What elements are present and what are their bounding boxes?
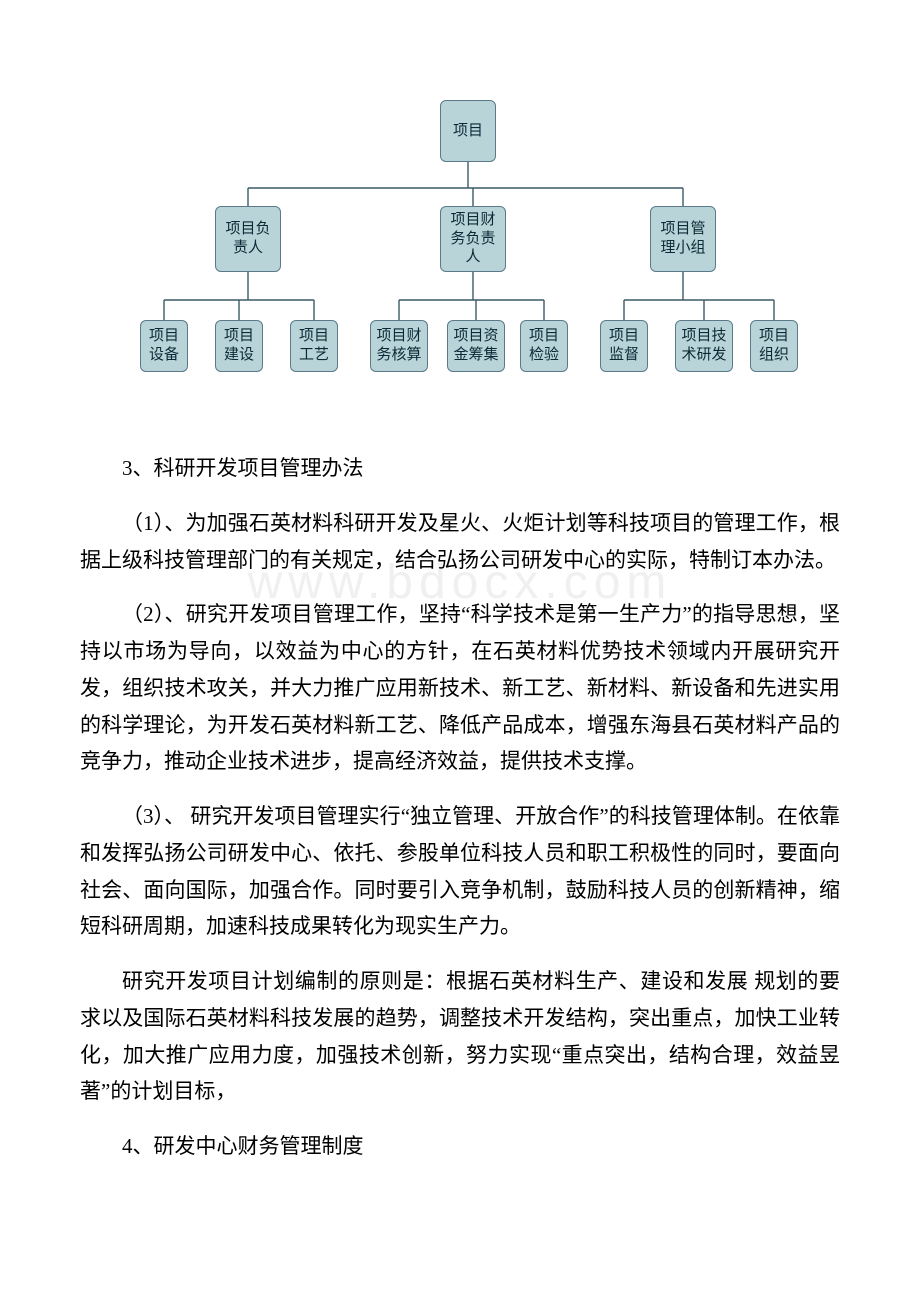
- org-node-n2: 项目建设: [215, 320, 263, 372]
- org-node-n6: 项目检验: [520, 320, 568, 372]
- paragraph-1: （1）、为加强石英材料科研开发及星火、火炬计划等科技项目的管理工作，根据上级科技…: [80, 505, 840, 579]
- org-node-n5: 项目资金筹集: [447, 320, 505, 372]
- org-node-n7: 项目监督: [600, 320, 648, 372]
- org-node-n8: 项目技术研发: [675, 320, 733, 372]
- section-3-heading: 3、科研开发项目管理办法: [80, 450, 840, 487]
- org-node-l2c: 项目管理小组: [650, 206, 716, 272]
- paragraph-4: 研究开发项目计划编制的原则是：根据石英材料生产、建设和发展 规划的要求以及国际石…: [80, 963, 840, 1110]
- org-node-n9: 项目组织: [750, 320, 798, 372]
- org-node-root: 项目: [440, 100, 496, 162]
- section-4-heading: 4、研发中心财务管理制度: [80, 1128, 840, 1165]
- org-chart: 项目项目负责人项目财务负责人项目管理小组项目设备项目建设项目工艺项目财务核算项目…: [70, 100, 850, 400]
- org-node-l2a: 项目负责人: [215, 206, 281, 272]
- document-body: 3、科研开发项目管理办法 （1）、为加强石英材料科研开发及星火、火炬计划等科技项…: [80, 450, 840, 1165]
- paragraph-3: （3）、 研究开发项目管理实行“独立管理、开放合作”的科技管理体制。在依靠和发挥…: [80, 798, 840, 945]
- org-node-n1: 项目设备: [140, 320, 188, 372]
- org-node-l2b: 项目财务负责人: [440, 206, 506, 272]
- org-node-n3: 项目工艺: [290, 320, 338, 372]
- paragraph-2: （2）、研究开发项目管理工作，坚持“科学技术是第一生产力”的指导思想，坚持以市场…: [80, 596, 840, 780]
- org-node-n4: 项目财务核算: [370, 320, 428, 372]
